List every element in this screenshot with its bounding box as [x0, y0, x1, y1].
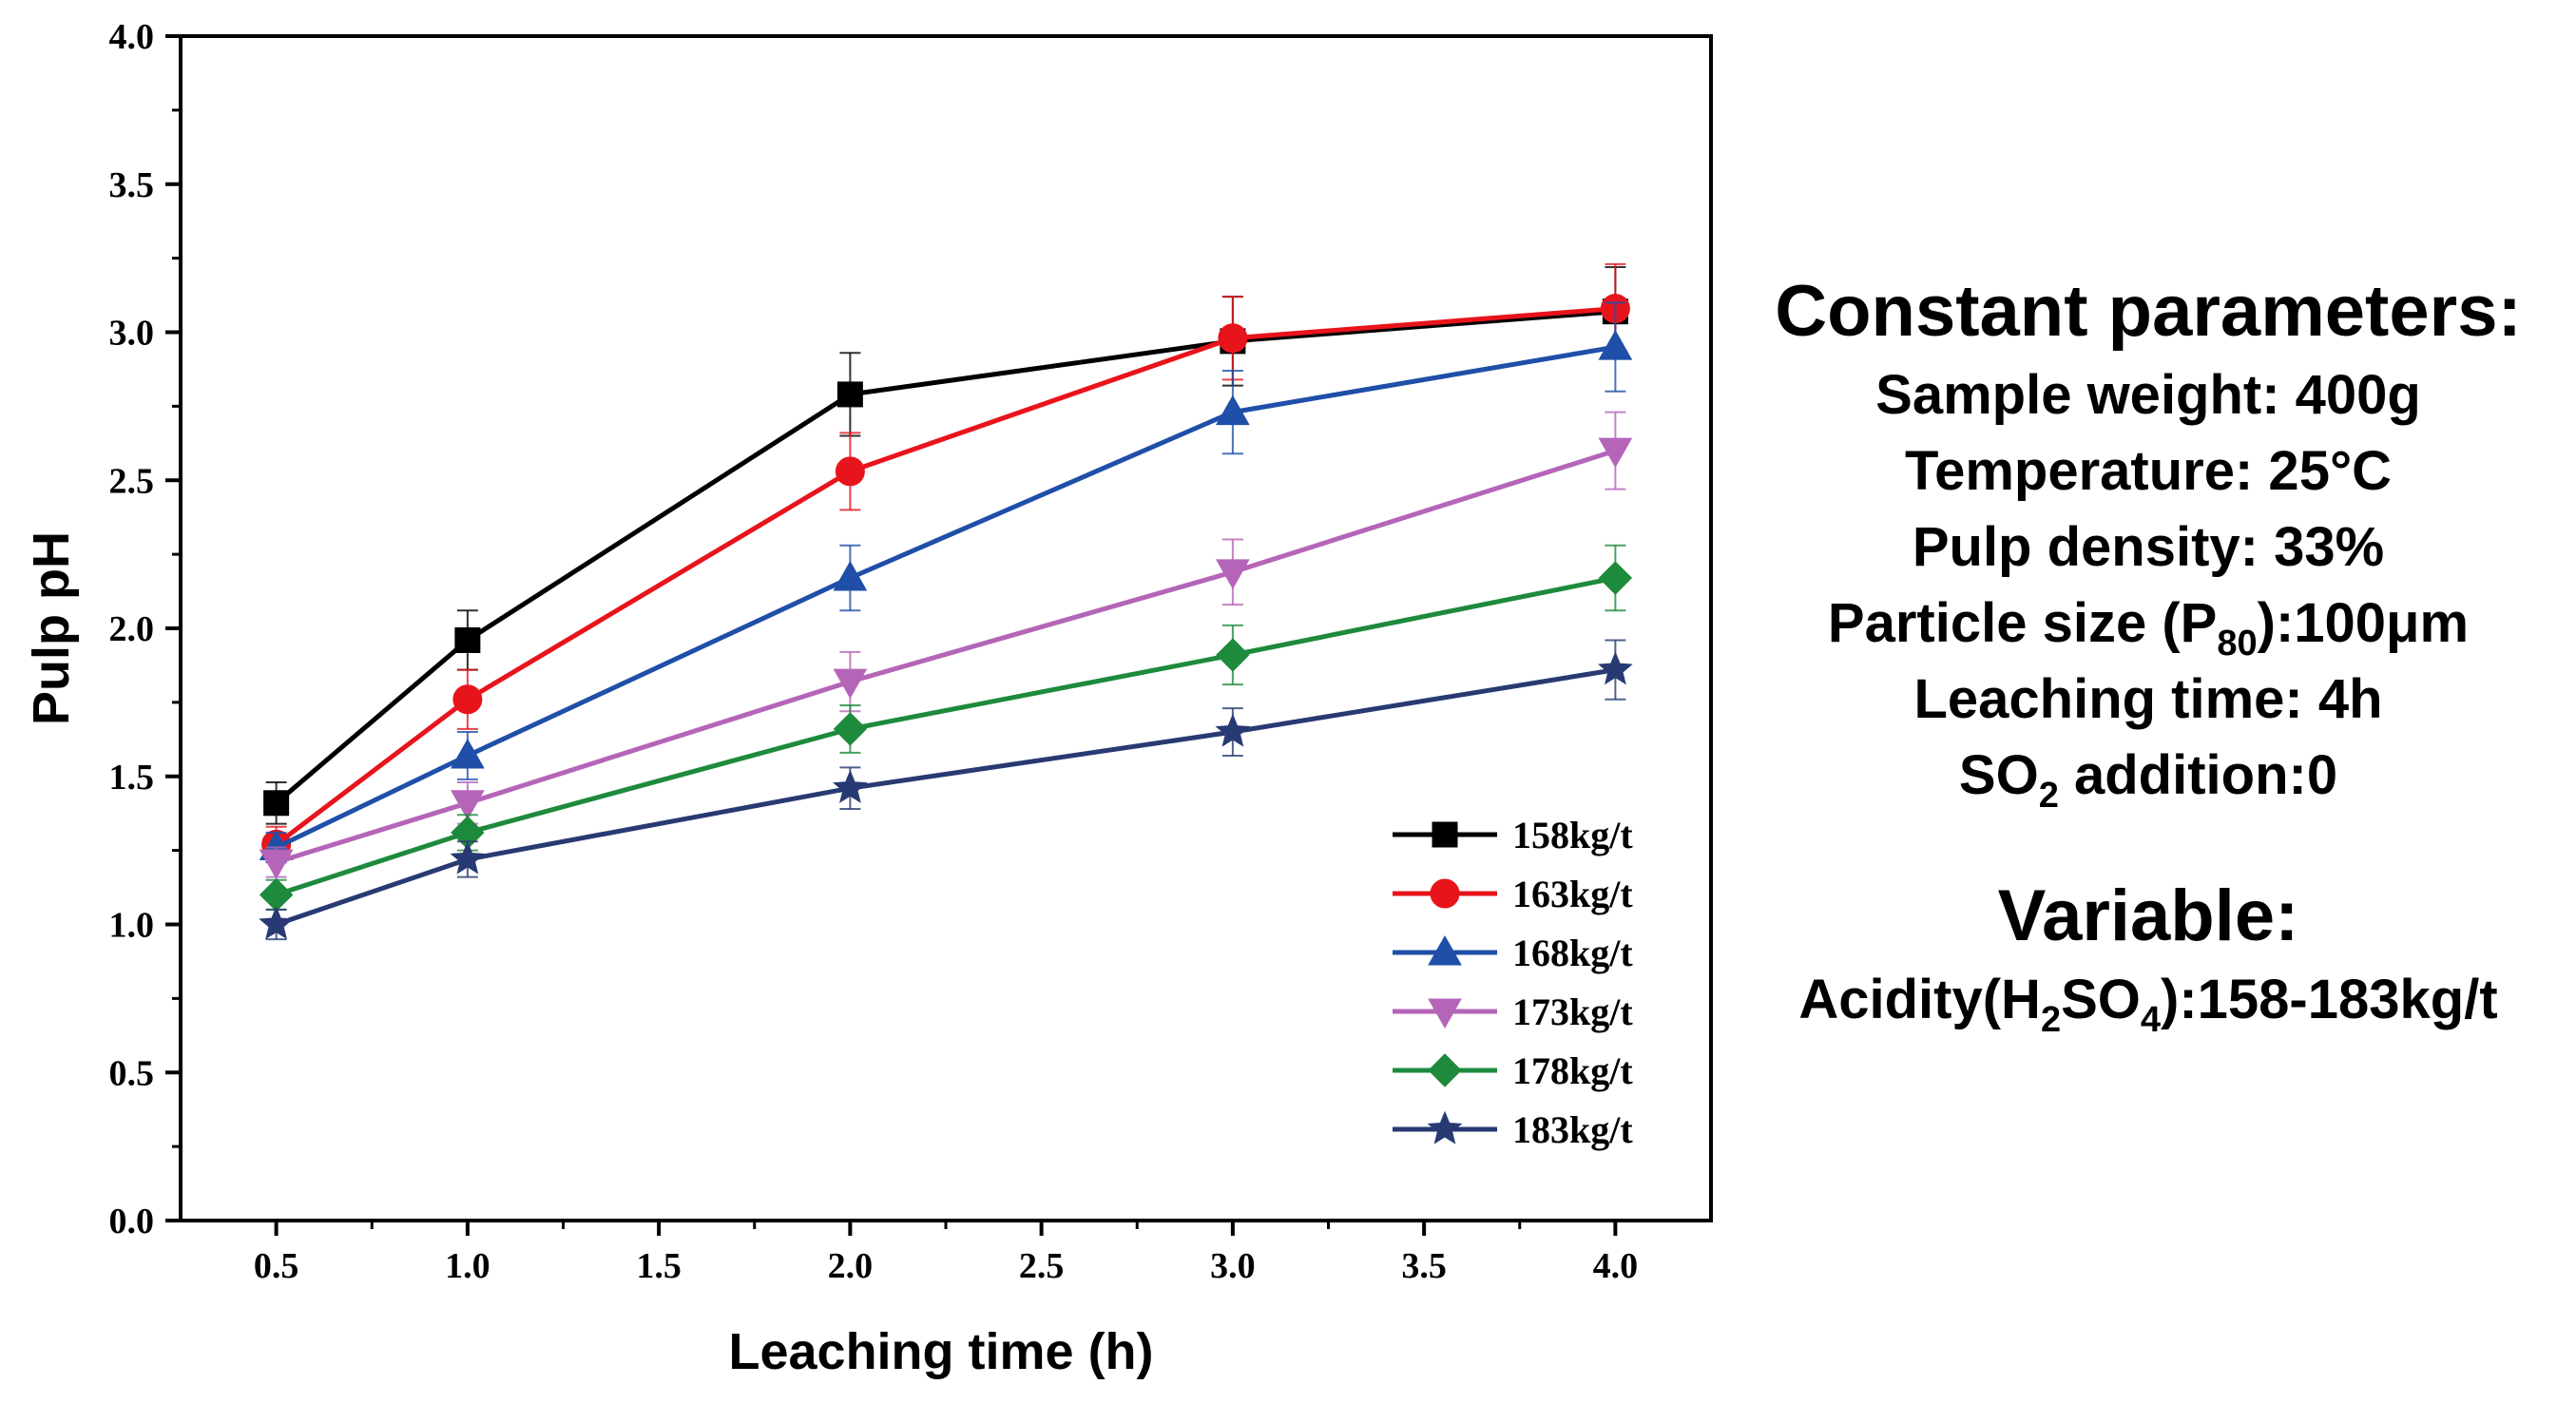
data-point: [1216, 559, 1250, 589]
data-point: [1598, 437, 1633, 469]
pulp-density-text: Pulp density: 33%: [1912, 516, 2385, 578]
legend-marker: [1430, 878, 1460, 909]
series-line: [275, 575, 1616, 897]
y-tick-label: 2.0: [109, 609, 155, 649]
sample-weight-text: Sample weight: 400g: [1875, 364, 2421, 426]
x-tick-label: 3.5: [1401, 1246, 1447, 1286]
panel-spacer: [1730, 814, 2566, 871]
particle-size-subscript: 80: [2217, 624, 2258, 664]
x-tick-label: 1.5: [636, 1246, 682, 1286]
data-point: [833, 712, 868, 746]
parameters-panel: Constant parameters: Sample weight: 400g…: [1730, 266, 2566, 1038]
data-point: [833, 561, 868, 591]
legend: 158kg/t 163kg/t 168kg/t 173kg/t 178kg/t 183kg…: [1393, 814, 1633, 1151]
series-168kg/t: [259, 301, 1633, 864]
data-point: [836, 381, 863, 408]
series-178kg/t: [259, 544, 1633, 913]
series-173kg/t: [259, 411, 1633, 880]
data-point: [1216, 638, 1250, 672]
series-layer: [259, 262, 1633, 941]
legend-label: 183kg/t: [1512, 1108, 1633, 1151]
legend-label: 163kg/t: [1512, 873, 1633, 915]
y-axis-title: Pulp pH: [23, 531, 80, 725]
legend-marker: [1428, 998, 1462, 1029]
so2-suffix: addition:0: [2058, 744, 2338, 806]
y-tick-label: 3.0: [109, 314, 155, 354]
variable-heading: Variable:: [1997, 875, 2299, 956]
y-tick-label: 2.5: [109, 461, 155, 501]
acidity-subscript-h: 2: [2040, 1000, 2062, 1040]
data-point: [451, 738, 485, 769]
leaching-time-text: Leaching time: 4h: [1913, 668, 2383, 730]
acidity-suffix: ):158-183kg/t: [2161, 969, 2498, 1030]
legend-marker: [1432, 821, 1458, 848]
data-point: [1598, 330, 1633, 360]
data-point: [1218, 323, 1248, 354]
data-point: [263, 790, 290, 817]
so2-prefix: SO: [1958, 744, 2039, 806]
y-tick-label: 4.0: [109, 17, 155, 57]
data-point: [452, 684, 483, 715]
y-tick-label: 1.5: [109, 758, 155, 798]
x-tick-label: 1.0: [445, 1246, 490, 1286]
particle-size-prefix: Particle size (P: [1827, 592, 2218, 654]
acidity-mid: SO: [2061, 969, 2141, 1030]
legend-label: 178kg/t: [1512, 1049, 1633, 1092]
legend-label: 158kg/t: [1512, 814, 1633, 856]
line-chart: 0.5 1.0 1.5 2.0 2.5 3.0 3.5 4.0 0.0 0.5 1.0 1.5 2.0 2…: [23, 17, 1713, 1380]
data-point: [1598, 651, 1633, 685]
series-183kg/t: [259, 639, 1633, 941]
constant-parameters-heading: Constant parameters:: [1775, 271, 2522, 352]
data-point: [833, 668, 868, 700]
x-tick-label: 2.0: [828, 1246, 874, 1286]
x-tick-label: 0.5: [254, 1246, 299, 1286]
y-tick-label: 1.0: [109, 906, 155, 946]
plot-frame: [179, 34, 1713, 1222]
x-tick-label: 3.0: [1210, 1246, 1256, 1286]
so2-addition-text: SO2 addition:0: [1730, 738, 2566, 814]
y-tick-label: 3.5: [109, 165, 155, 205]
x-axis-title: Leaching time (h): [728, 1323, 1153, 1380]
data-point: [259, 906, 294, 940]
data-point: [451, 790, 485, 820]
data-point: [259, 849, 294, 880]
series-163kg/t: [261, 262, 1630, 864]
particle-size-suffix: ):100μm: [2257, 592, 2470, 654]
data-point: [1215, 713, 1251, 747]
data-point: [454, 626, 481, 653]
axis-ticks: 0.5 1.0 1.5 2.0 2.5 3.0 3.5 4.0 0.0 0.5 1.0 1.5 2.0 2…: [109, 17, 1639, 1286]
legend-label: 168kg/t: [1512, 932, 1633, 974]
data-point: [1598, 561, 1633, 595]
acidity-subscript-o: 4: [2140, 1000, 2162, 1040]
legend-marker: [1427, 1110, 1463, 1144]
so2-subscript: 2: [2038, 776, 2059, 816]
y-tick-label: 0.5: [109, 1053, 155, 1093]
data-point: [1216, 394, 1250, 426]
legend-label: 173kg/t: [1512, 990, 1633, 1033]
data-point: [833, 769, 868, 803]
y-tick-label: 0.0: [109, 1202, 155, 1241]
data-point: [835, 456, 865, 487]
data-point: [450, 840, 486, 875]
acidity-text: Acidity(H2SO4):158-183kg/t: [1730, 962, 2566, 1038]
acidity-prefix: Acidity(H: [1798, 969, 2041, 1030]
x-tick-label: 2.5: [1019, 1246, 1065, 1286]
legend-marker: [1428, 1053, 1462, 1087]
particle-size-text: Particle size (P80):100μm: [1730, 586, 2566, 662]
legend-marker: [1428, 934, 1462, 966]
temperature-text: Temperature: 25°C: [1904, 440, 2393, 502]
x-tick-label: 4.0: [1593, 1246, 1639, 1286]
